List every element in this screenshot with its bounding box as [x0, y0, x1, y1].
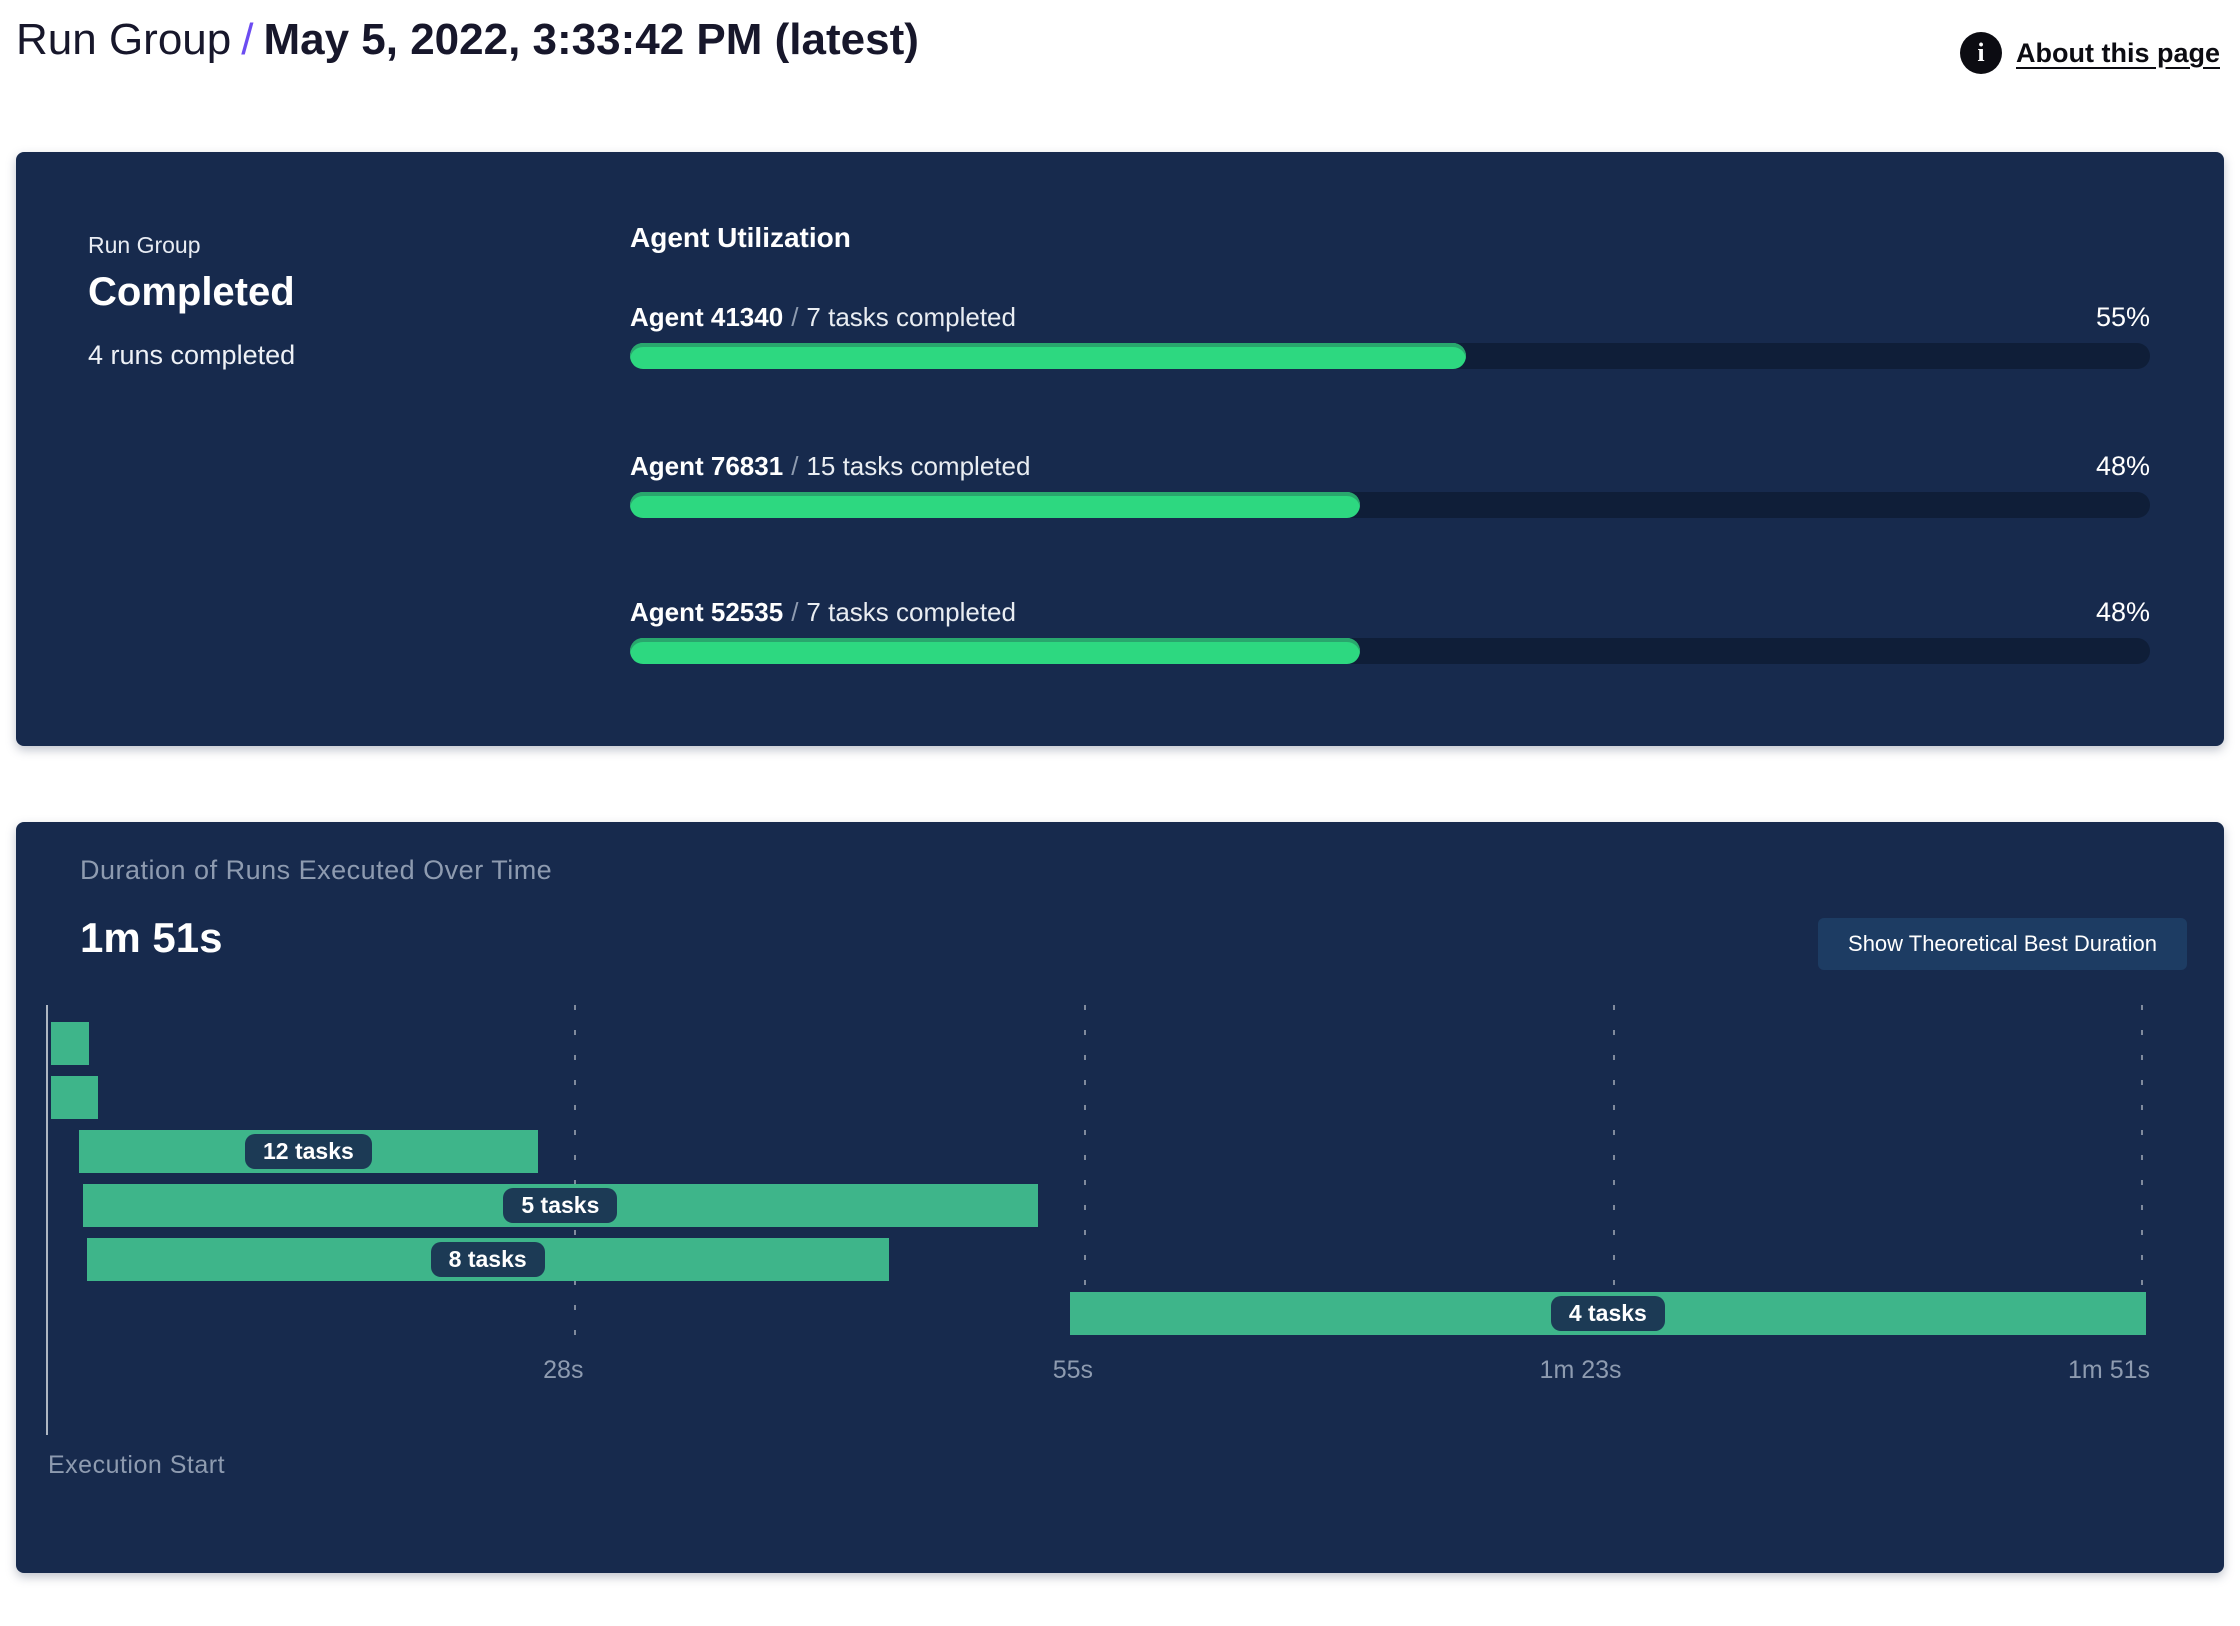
- agent-utilization-track: [630, 492, 2150, 518]
- agent-utilization-track: [630, 343, 2150, 369]
- execution-start-label: Execution Start: [48, 1451, 226, 1479]
- agent-label-separator: /: [791, 451, 799, 481]
- gantt-chart: Execution Start 28s 55s 1m 23s 1m 51s 12 tas…: [46, 1005, 2150, 1505]
- gantt-gridline: [1612, 1005, 1615, 1350]
- gantt-bar-run-2[interactable]: [50, 1076, 98, 1119]
- agent-utilization-track: [630, 638, 2150, 664]
- agent-utilization-percent: 48%: [2095, 451, 2150, 481]
- breadcrumb-run-group[interactable]: Run Group: [16, 15, 232, 64]
- runs-completed-summary: 4 runs completed: [88, 340, 296, 370]
- status-eyebrow: Run Group: [88, 232, 201, 258]
- status-value: Completed: [88, 270, 295, 314]
- gantt-tick-label: 28s: [543, 1356, 584, 1384]
- about-this-page[interactable]: i About this page: [1960, 32, 2220, 74]
- duration-chart-title: Duration of Runs Executed Over Time: [80, 855, 553, 885]
- gantt-gridline: [574, 1005, 577, 1350]
- task-count-label: 4 tasks: [1550, 1296, 1665, 1331]
- agent-utilization-fill: [630, 492, 1360, 518]
- duration-panel: Duration of Runs Executed Over Time 1m 5…: [16, 822, 2224, 1573]
- gantt-tick-label: 1m 51s: [2068, 1356, 2150, 1384]
- run-group-status-panel: Run Group Completed 4 runs completed Age…: [16, 152, 2224, 746]
- agent-utilization-percent: 48%: [2095, 597, 2150, 627]
- agent-label-separator: /: [791, 302, 799, 332]
- agent-name: Agent 76831: [630, 451, 784, 481]
- agent-utilization-heading: Agent Utilization: [630, 222, 851, 253]
- task-count-label: 8 tasks: [430, 1242, 545, 1277]
- about-this-page-link[interactable]: About this page: [2016, 37, 2220, 68]
- agent-name: Agent 41340: [630, 302, 784, 332]
- agent-label-separator: /: [791, 597, 799, 627]
- agent-utilization-row: Agent 41340/7 tasks completed 55%: [630, 302, 2150, 382]
- total-duration-value: 1m 51s: [80, 914, 223, 961]
- page-header: Run Group / May 5, 2022, 3:33:42 PM (lates…: [16, 6, 2224, 84]
- agent-utilization-fill: [630, 638, 1360, 664]
- breadcrumb: Run Group / May 5, 2022, 3:33:42 PM (lates…: [16, 10, 919, 70]
- task-count-label: 12 tasks: [244, 1134, 372, 1169]
- info-icon: i: [1960, 32, 2002, 74]
- gantt-bar-run-6[interactable]: 4 tasks: [1069, 1292, 2146, 1335]
- agent-tasks-completed: 15 tasks completed: [806, 451, 1031, 481]
- task-count-label: 5 tasks: [503, 1188, 618, 1223]
- agent-utilization-row: Agent 76831/15 tasks completed 48%: [630, 451, 2150, 531]
- agent-tasks-completed: 7 tasks completed: [806, 302, 1016, 332]
- gantt-bar-run-4[interactable]: 5 tasks: [82, 1184, 1038, 1227]
- gantt-gridline: [2141, 1005, 2143, 1350]
- agent-tasks-completed: 7 tasks completed: [806, 597, 1016, 627]
- gantt-gridline: [1084, 1005, 1087, 1350]
- show-theoretical-best-duration-button[interactable]: Show Theoretical Best Duration: [1818, 918, 2187, 970]
- agent-utilization-row: Agent 52535/7 tasks completed 48%: [630, 597, 2150, 677]
- agent-utilization-fill: [630, 343, 1466, 369]
- agent-utilization-percent: 55%: [2095, 302, 2150, 332]
- agent-label: Agent 41340/7 tasks completed: [630, 302, 1016, 333]
- gantt-tick-label: 55s: [1052, 1356, 1094, 1384]
- gantt-bar-run-5[interactable]: 8 tasks: [86, 1238, 889, 1281]
- agent-name: Agent 52535: [630, 597, 784, 627]
- execution-start-axis-line: [46, 1005, 48, 1435]
- gantt-bar-run-1[interactable]: [50, 1022, 89, 1065]
- gantt-bar-run-3[interactable]: 12 tasks: [79, 1130, 538, 1173]
- page-title: May 5, 2022, 3:33:42 PM (latest): [263, 15, 919, 64]
- breadcrumb-separator: /: [241, 15, 254, 64]
- agent-label: Agent 76831/15 tasks completed: [630, 451, 1030, 482]
- gantt-tick-label: 1m 23s: [1539, 1356, 1622, 1384]
- agent-label: Agent 52535/7 tasks completed: [630, 597, 1016, 628]
